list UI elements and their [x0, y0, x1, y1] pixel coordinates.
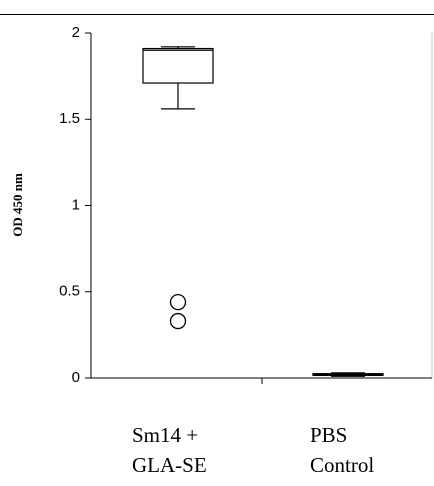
y-tick-label-3: 1.5: [59, 110, 80, 127]
category-label-pbs-line1: PBS: [310, 423, 347, 447]
box-0-outlier-1: [169, 312, 187, 330]
box-1: [312, 372, 384, 377]
y-tick-label-1: 0.5: [59, 283, 80, 300]
boxes: [142, 46, 384, 377]
box-0-iqr: [142, 47, 214, 84]
box-0-outlier-0: [169, 293, 187, 311]
y-axis-label: OD 450 nm: [10, 173, 25, 237]
y-tick-label-4: 2: [72, 24, 80, 41]
category-label-sm14-line2: GLA-SE: [132, 453, 207, 477]
y-tick-label-2: 1: [72, 196, 80, 213]
y-tick-label-0: 0: [72, 369, 80, 386]
box-0: [142, 46, 214, 330]
top-rule: [0, 14, 434, 15]
category-label-pbs-line2: Control: [310, 453, 374, 477]
category-label-sm14-line1: Sm14 +: [132, 423, 198, 447]
y-ticks: 0 0.5 1 1.5 2: [59, 24, 91, 386]
